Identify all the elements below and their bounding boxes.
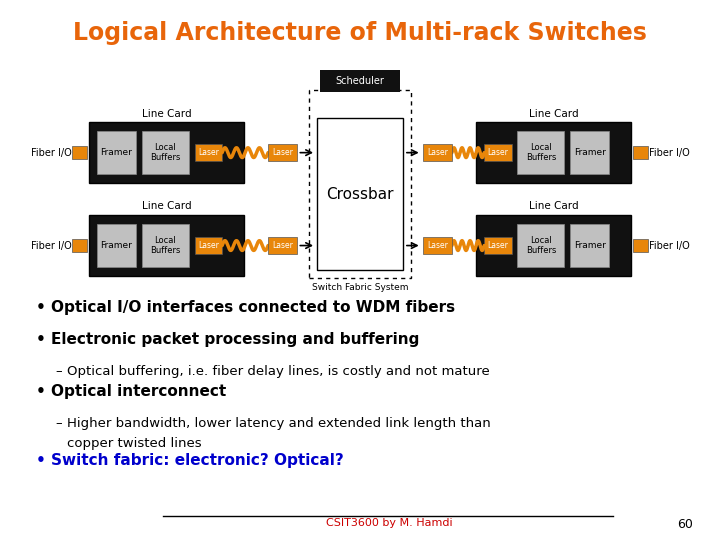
Bar (73, 146, 87, 159)
Text: Fiber I/O: Fiber I/O (30, 240, 71, 251)
Text: Laser: Laser (427, 241, 448, 250)
Text: Laser: Laser (198, 148, 219, 157)
Text: •: • (35, 332, 45, 347)
Bar (309, 90, 411, 278)
Text: Local
Buffers: Local Buffers (150, 236, 181, 255)
Text: Fiber I/O: Fiber I/O (30, 147, 71, 158)
Text: Framer: Framer (101, 148, 132, 157)
Text: Laser: Laser (272, 241, 293, 250)
Bar (89, 215, 243, 276)
Bar (423, 237, 452, 254)
Bar (484, 144, 512, 161)
Text: Higher bandwidth, lower latency and extended link length than: Higher bandwidth, lower latency and exte… (67, 417, 490, 430)
Bar (73, 239, 87, 252)
Bar (268, 144, 297, 161)
Bar (317, 118, 403, 270)
Text: Line Card: Line Card (528, 109, 578, 118)
Text: •: • (35, 384, 45, 399)
Bar (518, 131, 564, 174)
Text: Switch fabric: electronic? Optical?: Switch fabric: electronic? Optical? (51, 453, 343, 468)
Bar (570, 224, 609, 267)
Bar (477, 123, 631, 183)
Bar (268, 237, 297, 254)
Bar (570, 131, 609, 174)
Text: •: • (35, 453, 45, 468)
Bar (477, 215, 631, 276)
Text: Laser: Laser (487, 241, 508, 250)
Text: Switch Fabric System: Switch Fabric System (312, 283, 408, 292)
Text: Line Card: Line Card (142, 109, 192, 118)
Text: •: • (35, 300, 45, 315)
Text: Laser: Laser (427, 148, 448, 157)
Text: Optical interconnect: Optical interconnect (51, 384, 226, 399)
Bar (194, 237, 222, 254)
Text: Scheduler: Scheduler (336, 76, 384, 86)
Bar (97, 224, 136, 267)
Text: Optical buffering, i.e. fiber delay lines, is costly and not mature: Optical buffering, i.e. fiber delay line… (67, 365, 490, 378)
Text: –: – (55, 417, 61, 430)
Bar (633, 146, 647, 159)
Text: Electronic packet processing and buffering: Electronic packet processing and bufferi… (51, 332, 419, 347)
Bar (484, 237, 512, 254)
Text: Optical I/O interfaces connected to WDM fibers: Optical I/O interfaces connected to WDM … (51, 300, 455, 315)
Text: copper twisted lines: copper twisted lines (67, 437, 201, 450)
Bar (194, 144, 222, 161)
Text: Line Card: Line Card (142, 201, 192, 212)
Text: Fiber I/O: Fiber I/O (649, 147, 690, 158)
Text: Framer: Framer (574, 241, 606, 250)
Bar (633, 239, 647, 252)
Text: Framer: Framer (101, 241, 132, 250)
Text: Laser: Laser (198, 241, 219, 250)
Bar (142, 131, 189, 174)
Text: Crossbar: Crossbar (326, 187, 394, 202)
Text: Logical Architecture of Multi-rack Switches: Logical Architecture of Multi-rack Switc… (73, 22, 647, 45)
Text: 60: 60 (677, 518, 693, 531)
Text: CSIT3600 by M. Hamdi: CSIT3600 by M. Hamdi (326, 518, 453, 528)
Bar (142, 224, 189, 267)
Text: Laser: Laser (487, 148, 508, 157)
Text: Framer: Framer (574, 148, 606, 157)
Text: Line Card: Line Card (528, 201, 578, 212)
Bar (89, 123, 243, 183)
Bar (423, 144, 452, 161)
Bar (97, 131, 136, 174)
Text: Local
Buffers: Local Buffers (526, 236, 556, 255)
Text: Laser: Laser (272, 148, 293, 157)
Text: Local
Buffers: Local Buffers (150, 143, 181, 163)
Text: –: – (55, 365, 61, 378)
Bar (320, 71, 400, 92)
Text: Fiber I/O: Fiber I/O (649, 240, 690, 251)
Bar (518, 224, 564, 267)
Text: Local
Buffers: Local Buffers (526, 143, 556, 163)
